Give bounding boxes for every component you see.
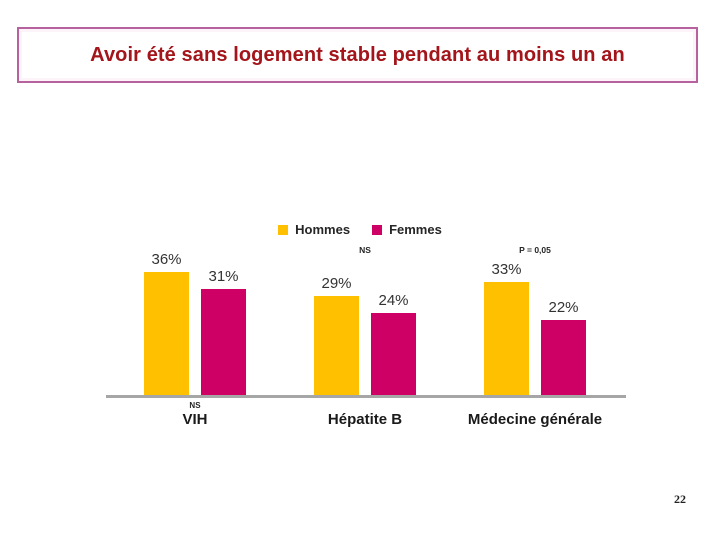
legend-item-hommes: Hommes [278,222,350,237]
chart-legend: Hommes Femmes [0,222,720,237]
category-text-hepatite-b: Hépatite B [327,411,403,428]
slide-title: Avoir été sans logement stable pendant a… [90,43,625,66]
legend-item-femmes: Femmes [372,222,442,237]
bar-femmes-hepatite-b [371,313,416,395]
bar-value-hommes-medecine-generale: 33% [491,261,522,278]
bar-femmes-medecine-generale [541,320,586,395]
category-note-hepatite-b [328,401,402,411]
bar-value-femmes-vih: 31% [208,268,239,285]
bar-femmes-vih [201,289,246,395]
x-axis-line [106,395,626,398]
page-number: 22 [674,492,686,506]
category-label-hepatite-b: Hépatite B [328,401,402,428]
title-box: Avoir été sans logement stable pendant a… [17,27,698,83]
bar-hommes-vih [144,272,189,395]
legend-swatch-femmes-icon [372,224,383,235]
bar-value-femmes-hepatite-b: 24% [378,292,409,309]
bar-value-hommes-vih: 36% [151,251,182,268]
bar-value-hommes-hepatite-b: 29% [321,275,352,292]
bar-hommes-hepatite-b [314,296,359,395]
category-labels: NS VIH Hépatite B Médecine générale [106,401,626,433]
category-label-medecine-generale: Médecine générale [468,401,602,428]
significance-note-hepatite-b: NS [359,245,371,255]
bar-hommes-medecine-generale [484,282,529,395]
category-text-medecine-generale: Médecine générale [467,411,603,428]
bar-value-femmes-medecine-generale: 22% [548,299,579,316]
legend-swatch-hommes-icon [278,224,289,235]
category-label-vih: NS VIH [182,401,207,428]
category-note-vih: NS [189,401,201,410]
category-text-vih: VIH [182,411,208,428]
bar-chart-plot: 36% 29% 33% 31% 24% 22% NS P = 0,05 [106,240,626,398]
category-note-medecine-generale [468,401,602,411]
legend-label-femmes: Femmes [389,222,442,237]
significance-note-medecine-generale: P = 0,05 [519,245,551,255]
legend-label-hommes: Hommes [295,222,351,237]
